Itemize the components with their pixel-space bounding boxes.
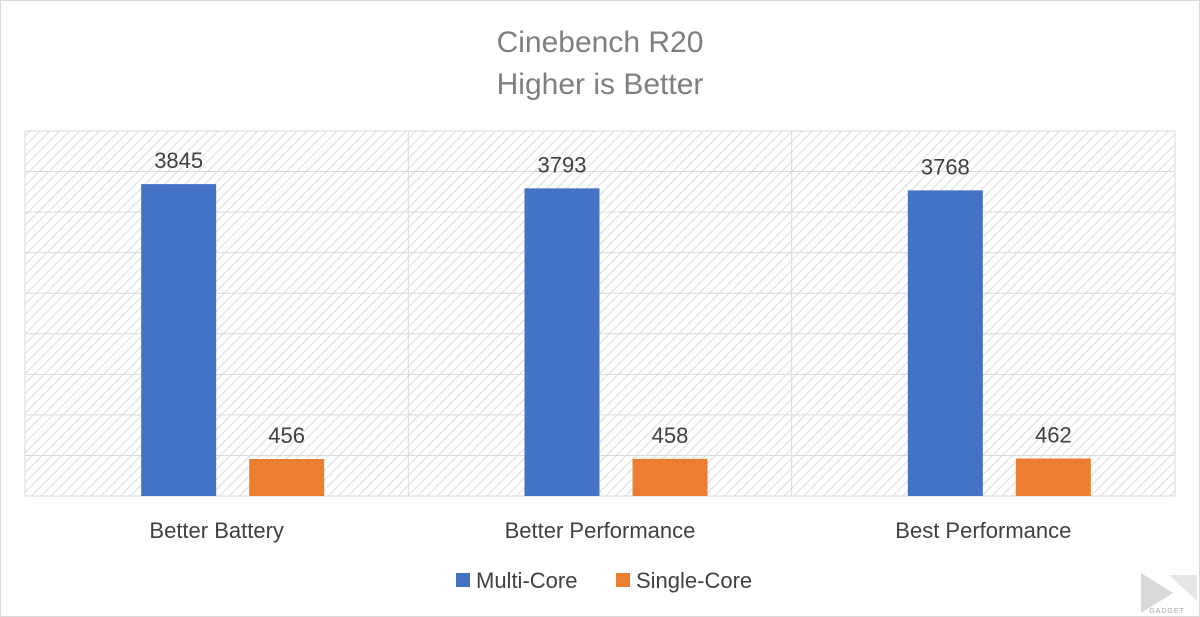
data-label: 3768 (921, 154, 970, 179)
bar-single-core (1015, 458, 1091, 496)
category-label: Best Performance (895, 518, 1071, 543)
data-label: 456 (268, 423, 305, 448)
legend: Multi-Core Single-Core (456, 568, 752, 593)
data-label: 458 (652, 423, 689, 448)
data-labels: 3845 456 3793 458 3768 462 (154, 148, 1072, 448)
legend-label: Multi-Core (476, 568, 577, 593)
watermark-text: GADGET (1149, 608, 1185, 615)
category-label: Better Battery (149, 518, 284, 543)
data-label: 3845 (154, 148, 203, 173)
chart-subtitle: Higher is Better (497, 68, 704, 101)
bar-single-core (632, 458, 708, 496)
bar-single-core (249, 459, 325, 496)
chart-title: Cinebench R20 (497, 26, 704, 59)
bars (141, 184, 1091, 496)
data-label: 3793 (538, 152, 587, 177)
gridlines (24, 130, 1176, 497)
gadget-logo-icon: GADGET (1141, 573, 1197, 615)
bar-multi-core (524, 188, 600, 496)
bar-multi-core (907, 190, 983, 496)
legend-label: Single-Core (636, 568, 752, 593)
category-labels: Better Battery Better Performance Best Per… (149, 518, 1071, 543)
legend-swatch (616, 573, 630, 587)
data-label: 462 (1035, 423, 1072, 448)
plot-area (25, 131, 1175, 496)
category-label: Better Performance (505, 518, 696, 543)
bar-multi-core (141, 184, 217, 496)
legend-swatch (456, 573, 470, 587)
